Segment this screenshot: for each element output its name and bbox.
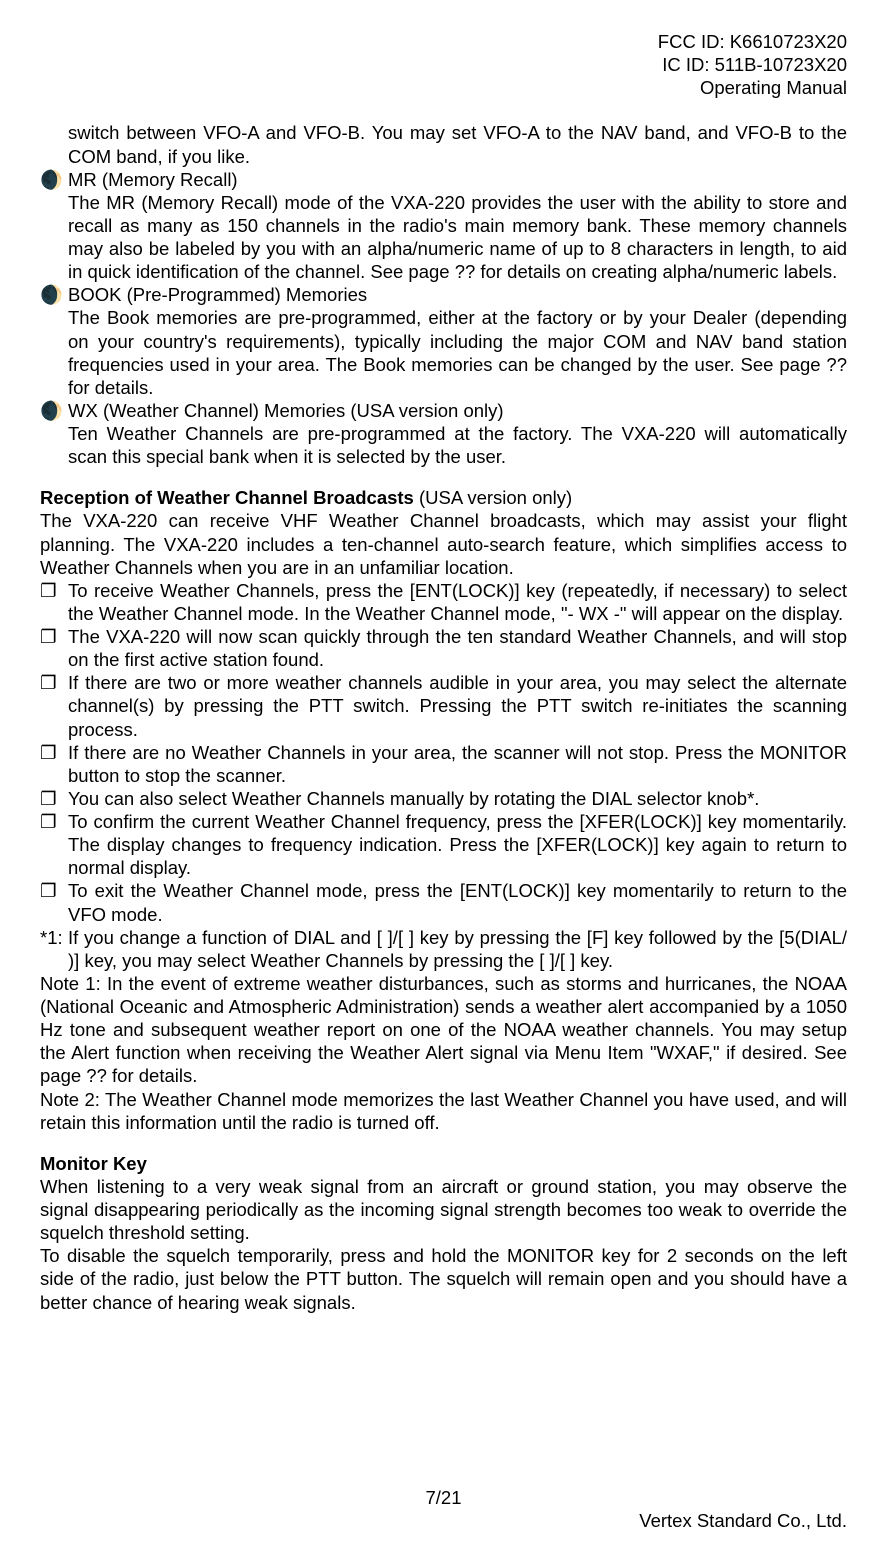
mode-body: The MR (Memory Recall) mode of the VXA-2… [68,191,847,284]
footnote-label: *1: [40,926,68,949]
weather-footnote-row: *1: If you change a function of DIAL and… [40,926,847,972]
weather-step: ❐ The VXA-220 will now scan quickly thro… [40,625,847,671]
step-text: The VXA-220 will now scan quickly throug… [68,625,847,671]
page-number: 7/21 [40,1486,847,1509]
weather-step: ❐ If there are two or more weather chann… [40,671,847,740]
bullet-square-icon: ❐ [40,625,68,648]
step-text: To exit the Weather Channel mode, press … [68,879,847,925]
step-text: You can also select Weather Channels man… [68,787,847,810]
modes-list: 🌒 MR (Memory Recall) The MR (Memory Reca… [40,168,847,469]
page-footer: 7/21 Vertex Standard Co., Ltd. [40,1486,847,1532]
page: FCC ID: K6610723X20 IC ID: 511B-10723X20… [0,0,887,1554]
weather-note-1: Note 1: In the event of extreme weather … [40,972,847,1088]
company-name: Vertex Standard Co., Ltd. [40,1509,847,1532]
monitor-heading: Monitor Key [40,1152,847,1175]
intro-paragraph: switch between VFO-A and VFO-B. You may … [68,121,847,167]
weather-heading-bold: Reception of Weather Channel Broadcasts [40,487,414,508]
mode-item: 🌒 WX (Weather Channel) Memories (USA ver… [40,399,847,422]
bullet-circle-icon: 🌒 [40,168,68,191]
weather-step: ❐ You can also select Weather Channels m… [40,787,847,810]
step-text: To receive Weather Channels, press the [… [68,579,847,625]
weather-heading-rest: (USA version only) [414,487,572,508]
weather-step: ❐ If there are no Weather Channels in yo… [40,741,847,787]
mode-item: 🌒 MR (Memory Recall) [40,168,847,191]
monitor-p1: When listening to a very weak signal fro… [40,1175,847,1244]
step-text: If there are two or more weather channel… [68,671,847,740]
spacer [40,1134,847,1152]
bullet-square-icon: ❐ [40,579,68,602]
weather-steps: ❐ To receive Weather Channels, press the… [40,579,847,972]
fcc-id: FCC ID: K6610723X20 [40,30,847,53]
weather-step: ❐ To confirm the current Weather Channel… [40,810,847,879]
spacer [40,468,847,486]
bullet-square-icon: ❐ [40,741,68,764]
bullet-circle-icon: 🌒 [40,283,68,306]
mode-title: BOOK (Pre-Programmed) Memories [68,283,847,306]
weather-step: ❐ To receive Weather Channels, press the… [40,579,847,625]
monitor-p2: To disable the squelch temporarily, pres… [40,1244,847,1313]
bullet-square-icon: ❐ [40,879,68,902]
bullet-circle-icon: 🌒 [40,399,68,422]
mode-title: WX (Weather Channel) Memories (USA versi… [68,399,847,422]
mode-body: The Book memories are pre-programmed, ei… [68,306,847,399]
bullet-square-icon: ❐ [40,810,68,833]
weather-intro: The VXA-220 can receive VHF Weather Chan… [40,509,847,578]
weather-heading: Reception of Weather Channel Broadcasts … [40,486,847,509]
mode-item: 🌒 BOOK (Pre-Programmed) Memories [40,283,847,306]
step-text: To confirm the current Weather Channel f… [68,810,847,879]
page-header: FCC ID: K6610723X20 IC ID: 511B-10723X20… [40,30,847,99]
mode-body: Ten Weather Channels are pre-programmed … [68,422,847,468]
step-text: If there are no Weather Channels in your… [68,741,847,787]
weather-note-2: Note 2: The Weather Channel mode memoriz… [40,1088,847,1134]
ic-id: IC ID: 511B-10723X20 [40,53,847,76]
weather-step: ❐ To exit the Weather Channel mode, pres… [40,879,847,925]
footnote-text: If you change a function of DIAL and [ ]… [68,926,847,972]
doc-title: Operating Manual [40,76,847,99]
mode-title: MR (Memory Recall) [68,168,847,191]
bullet-square-icon: ❐ [40,671,68,694]
bullet-square-icon: ❐ [40,787,68,810]
